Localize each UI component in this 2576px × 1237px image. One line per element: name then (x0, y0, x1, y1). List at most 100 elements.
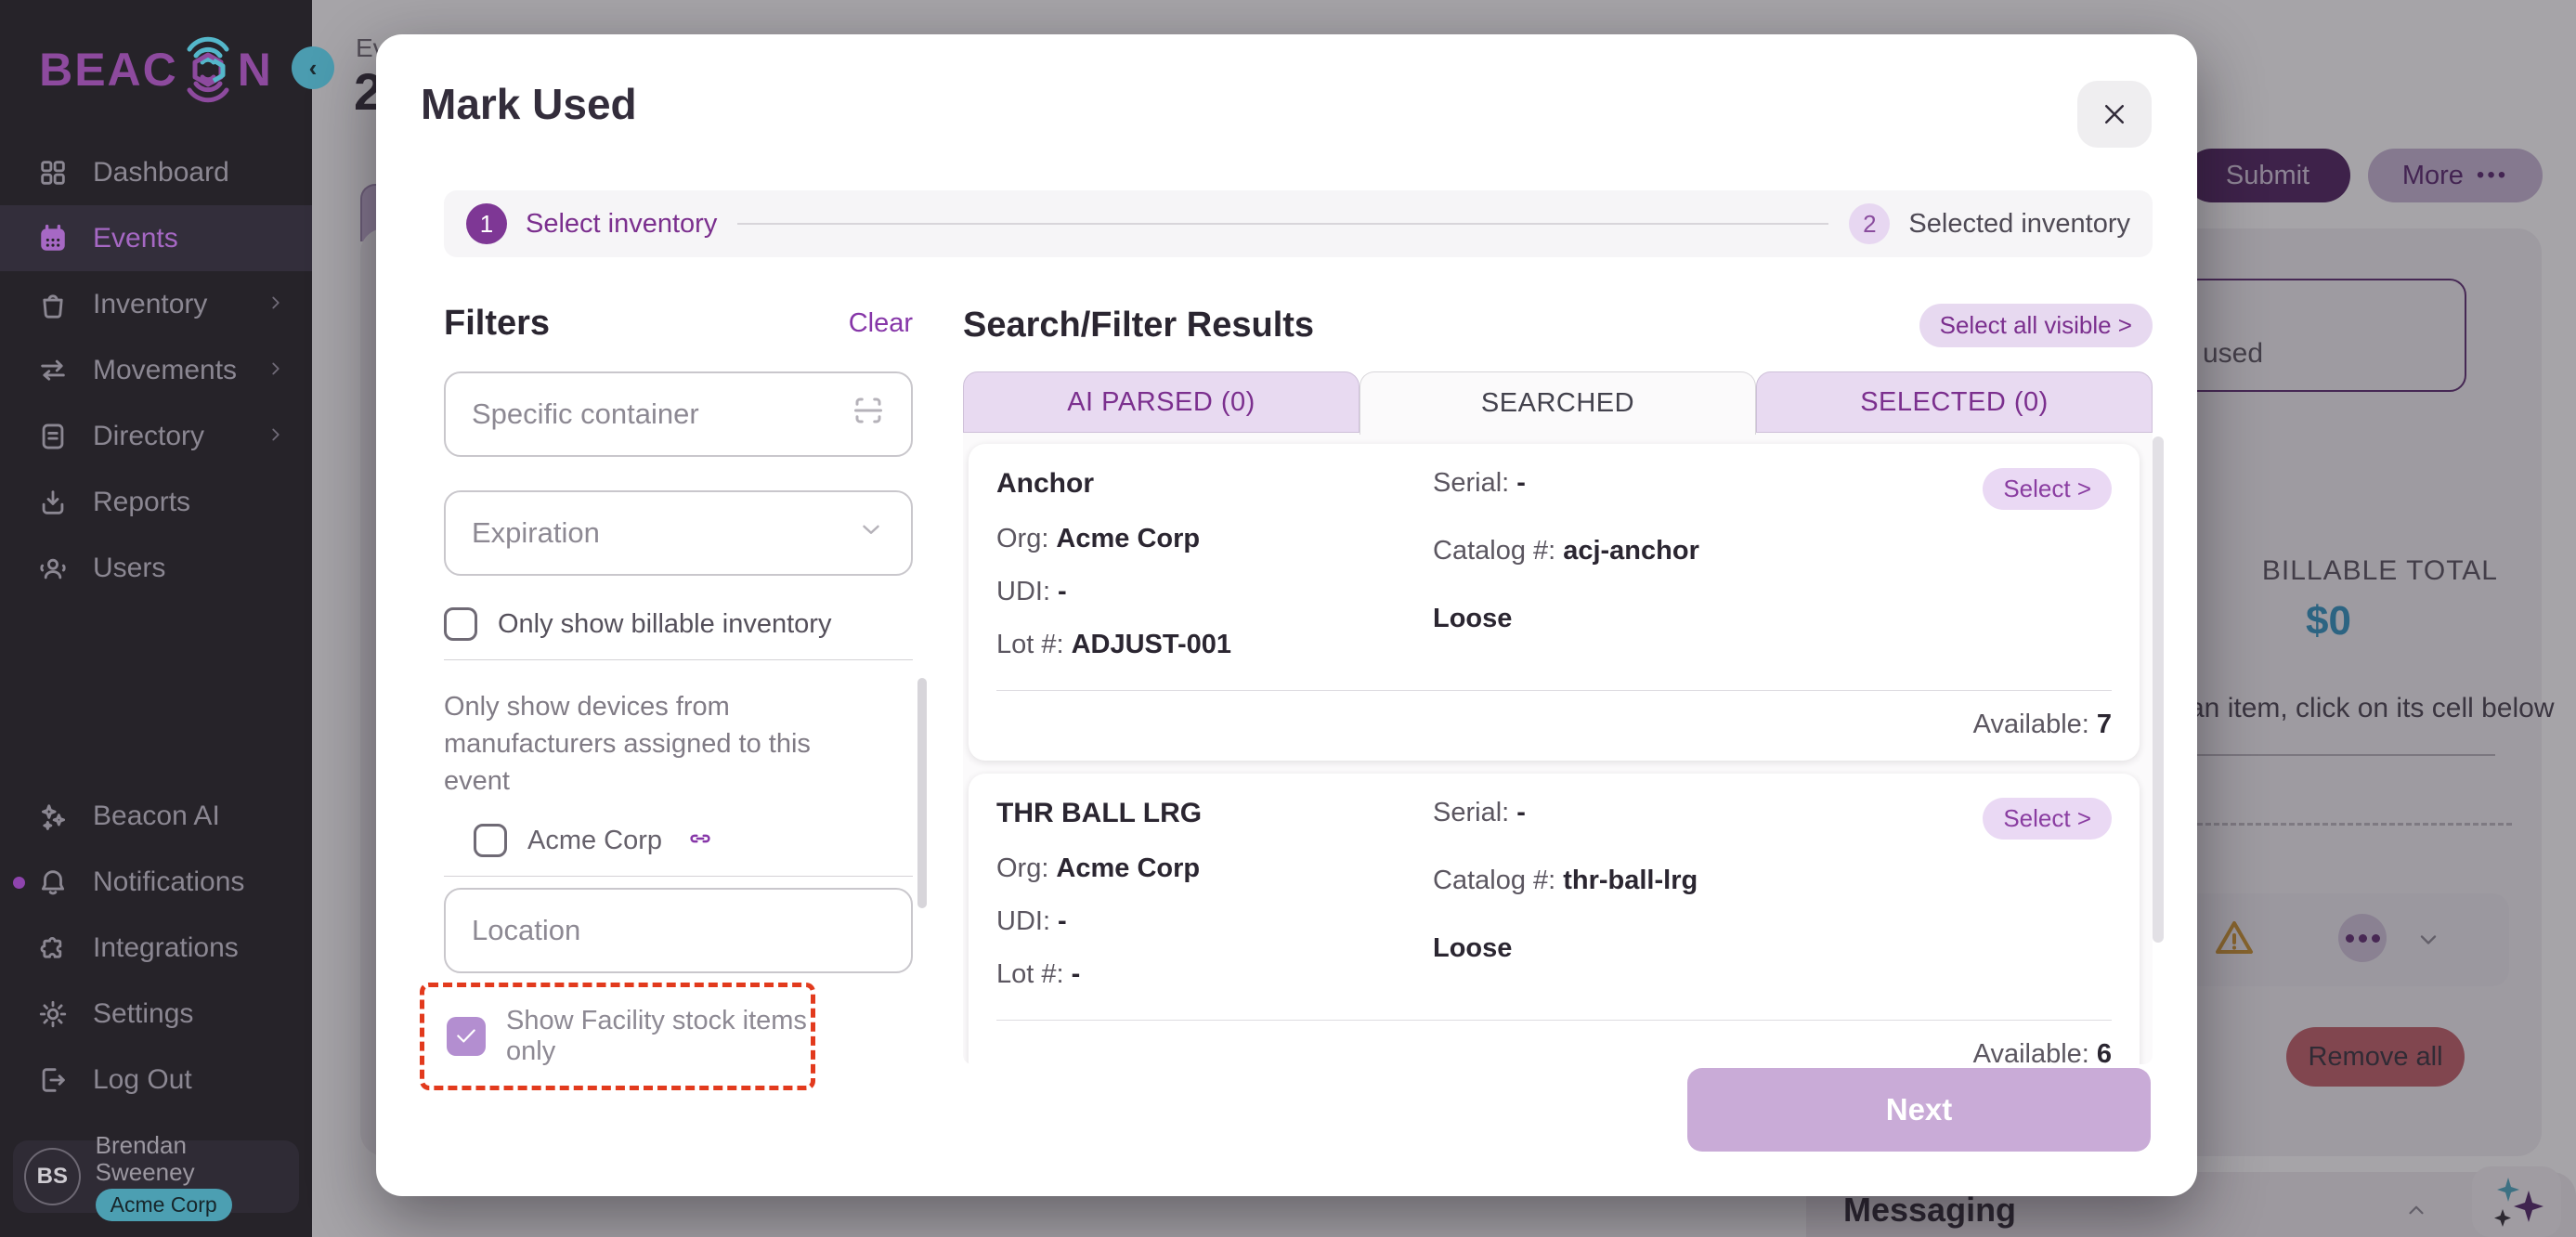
select-item-button[interactable]: Select > (1983, 468, 2112, 510)
sidebar-item-logout[interactable]: Log Out (0, 1047, 312, 1113)
select-item-button[interactable]: Select > (1983, 798, 2112, 840)
sidebar: BEAC N ‹ Dashboard (0, 0, 334, 1237)
user-name: Brendan Sweeney (95, 1130, 195, 1186)
bell-icon (41, 869, 65, 894)
tab-searched[interactable]: SEARCHED (1360, 371, 1756, 435)
results-panel: Search/Filter Results Select all visible… (963, 304, 2153, 1064)
results-list: Anchor Org: Acme Corp UDI: - Lot #: ADJUST-… (963, 433, 2153, 1064)
sidebar-item-reports[interactable]: Reports (0, 469, 312, 535)
step-connector (737, 223, 1829, 225)
notification-dot (13, 877, 25, 889)
user-card[interactable]: BS Brendan Sweeney Acme Corp (13, 1132, 299, 1222)
more-ellipsis-icon: ••• (2476, 163, 2509, 188)
chevron-down-icon[interactable] (2413, 927, 2444, 957)
users-icon (40, 558, 66, 579)
sidebar-item-beacon-ai[interactable]: Beacon AI (0, 783, 312, 849)
divider (444, 876, 913, 878)
tab-selected[interactable]: SELECTED (0) (1756, 371, 2153, 433)
primary-nav: Dashboard Events (0, 139, 312, 601)
chevron-left-icon: ‹ (308, 53, 318, 82)
avatar: BS (24, 1148, 81, 1205)
download-icon (42, 489, 64, 514)
beacon-logo-icon (187, 36, 229, 103)
scan-icon[interactable] (852, 394, 885, 435)
results-title: Search/Filter Results (963, 306, 1315, 345)
calendar-icon (41, 224, 65, 251)
manufacturers-note: Only show devices from manufacturers ass… (444, 692, 811, 797)
warning-icon (2212, 916, 2257, 965)
used-note-box: used (2127, 279, 2466, 392)
logout-icon (42, 1067, 65, 1092)
messaging-title: Messaging (1843, 1191, 2017, 1229)
sidebar-item-directory[interactable]: Directory (0, 403, 312, 469)
dashboard-grid-icon (41, 160, 65, 185)
billable-checkbox[interactable] (444, 607, 477, 641)
document-icon (42, 423, 64, 449)
sidebar-item-notifications[interactable]: Notifications (0, 849, 312, 915)
sidebar-item-settings[interactable]: Settings (0, 981, 312, 1047)
bag-icon (43, 293, 63, 319)
item-actions-bar (2182, 893, 2509, 986)
manufacturer-checkbox[interactable] (474, 824, 507, 858)
chevron-right-icon (266, 421, 286, 452)
filters-title: Filters (444, 304, 551, 343)
dashed-divider (2189, 823, 2512, 826)
more-button[interactable]: More ••• (2368, 149, 2543, 202)
results-scrollbar[interactable] (2153, 436, 2164, 943)
result-row-anchor: Anchor Org: Acme Corp UDI: - Lot #: ADJUST-… (969, 444, 2140, 761)
beacon-logo: BEAC N (0, 0, 312, 139)
result-row-thr-ball: THR BALL LRG Org: Acme Corp UDI: - Lot #: -… (969, 774, 2140, 1064)
clear-filters-link[interactable]: Clear (848, 308, 913, 338)
submit-button[interactable]: Submit (2185, 149, 2350, 202)
chevron-right-icon (266, 289, 286, 320)
specific-container-input[interactable]: Specific container (444, 371, 913, 457)
chevron-up-icon[interactable] (2400, 1198, 2432, 1227)
row-menu-button[interactable] (2338, 914, 2387, 962)
filters-panel: Filters Clear Specific container Expirat… (420, 304, 913, 1091)
used-note-text: used (2203, 338, 2264, 369)
next-button[interactable]: Next (1687, 1068, 2151, 1152)
sidebar-collapse-button[interactable]: ‹ (292, 46, 334, 89)
sidebar-item-events[interactable]: Events (0, 205, 312, 271)
transfer-arrows-icon (41, 359, 65, 381)
user-org-badge: Acme Corp (95, 1189, 232, 1222)
divider (444, 659, 913, 660)
facility-checkbox[interactable] (447, 1017, 486, 1057)
sidebar-item-integrations[interactable]: Integrations (0, 915, 312, 981)
stepper: 1 Select inventory 2 Selected inventory (444, 190, 2153, 257)
modal-title: Mark Used (421, 80, 637, 128)
chevron-down-icon (857, 515, 885, 551)
billable-total-value: $0 (2306, 598, 2351, 644)
expiration-select[interactable]: Expiration (444, 490, 913, 576)
link-icon (686, 825, 714, 857)
select-all-visible-button[interactable]: Select all visible > (1919, 304, 2153, 347)
chevron-right-icon (266, 355, 286, 386)
tab-ai-parsed[interactable]: AI PARSED (0) (963, 371, 1360, 433)
sidebar-item-users[interactable]: Users (0, 535, 312, 601)
puzzle-icon (40, 936, 62, 958)
sidebar-item-dashboard[interactable]: Dashboard (0, 139, 312, 205)
item-name: Anchor (996, 468, 1094, 499)
mark-used-modal: Mark Used 1 Select inventory 2 Selected … (376, 34, 2197, 1196)
facility-stock-highlight[interactable]: Show Facility stock items only (420, 983, 815, 1091)
ai-sparkles-button[interactable] (2472, 1166, 2561, 1237)
step-select-inventory: 1 Select inventory (466, 203, 717, 244)
edit-hint-text: an item, click on its cell below (2189, 693, 2555, 723)
sidebar-item-movements[interactable]: Movements (0, 337, 312, 403)
manufacturer-checkbox-row[interactable]: Acme Corp (474, 824, 913, 858)
filters-scrollbar[interactable] (917, 678, 927, 908)
step-selected-inventory: 2 Selected inventory (1849, 203, 2130, 244)
close-button[interactable] (2077, 81, 2152, 148)
billable-total-label: BILLABLE TOTAL (2261, 555, 2498, 586)
sparkles-icon (41, 803, 66, 830)
divider (2189, 754, 2495, 756)
gear-icon (39, 1000, 67, 1027)
close-icon (2105, 105, 2124, 124)
sidebar-item-inventory[interactable]: Inventory (0, 271, 312, 337)
location-input[interactable]: Location (444, 888, 913, 974)
item-name: THR BALL LRG (996, 798, 1203, 828)
remove-all-button[interactable]: Remove all (2286, 1027, 2465, 1087)
check-icon (457, 1029, 475, 1043)
billable-checkbox-row[interactable]: Only show billable inventory (444, 607, 913, 641)
